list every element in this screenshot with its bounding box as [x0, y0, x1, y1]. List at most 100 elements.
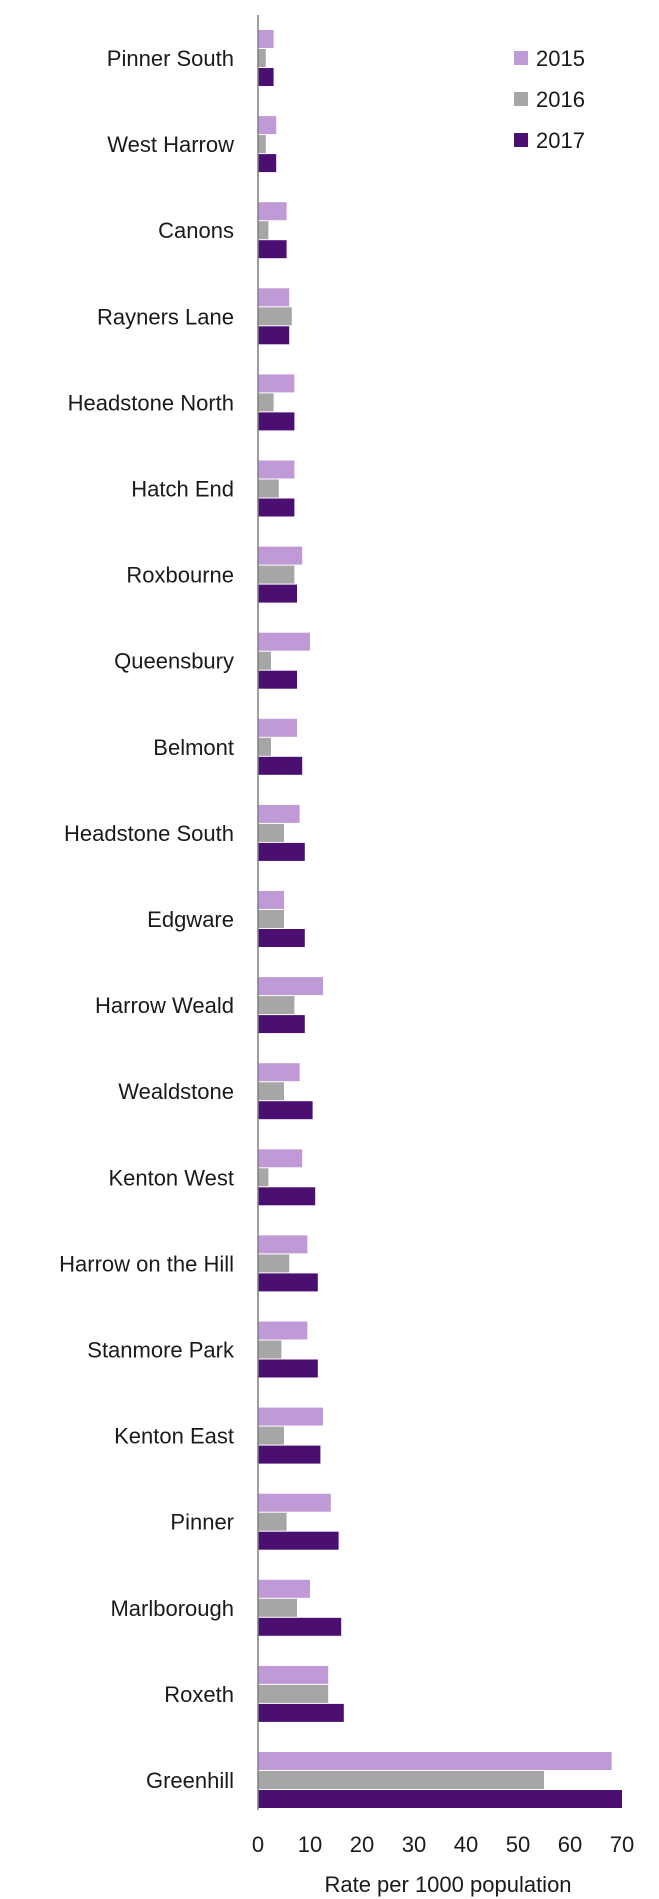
category-label-headstone-south: Headstone South [64, 821, 234, 846]
bar-headstone-south-2015 [258, 804, 300, 823]
category-label-roxbourne: Roxbourne [126, 563, 234, 588]
category-label-roxeth: Roxeth [164, 1682, 234, 1707]
category-label-kenton-west: Kenton West [108, 1165, 234, 1190]
category-label-canons: Canons [158, 218, 234, 243]
bar-roxeth-2015 [258, 1665, 329, 1684]
bar-wealdstone-2015 [258, 1063, 300, 1082]
bar-canons-2016 [258, 221, 269, 240]
bar-rayners-lane-2016 [258, 307, 292, 326]
category-label-rayners-lane: Rayners Lane [97, 304, 234, 329]
bar-queensbury-2017 [258, 670, 297, 689]
bar-marlborough-2016 [258, 1598, 297, 1617]
category-label-west-harrow: West Harrow [107, 132, 234, 157]
bar-kenton-west-2015 [258, 1149, 303, 1168]
category-label-kenton-east: Kenton East [114, 1424, 234, 1449]
bar-kenton-east-2016 [258, 1426, 284, 1445]
legend-label-2016: 2016 [536, 87, 585, 112]
legend-swatch-2016 [514, 92, 528, 106]
bar-belmont-2017 [258, 756, 303, 775]
bar-edgware-2017 [258, 929, 305, 947]
x-tick-label-40: 40 [454, 1832, 478, 1857]
category-label-harrow-weald: Harrow Weald [95, 993, 234, 1018]
category-label-pinner-south: Pinner South [107, 46, 234, 71]
bar-hatch-end-2017 [258, 498, 295, 517]
bar-canons-2015 [258, 202, 287, 221]
x-tick-label-50: 50 [506, 1832, 530, 1857]
x-axis-title: Rate per 1000 population [324, 1872, 571, 1897]
bar-headstone-south-2017 [258, 842, 305, 861]
legend: 2015 2016 2017 [514, 46, 585, 153]
x-tick-label-10: 10 [298, 1832, 322, 1857]
bar-rayners-lane-2017 [258, 326, 290, 345]
bar-stanmore-park-2017 [258, 1359, 318, 1378]
bar-headstone-north-2016 [258, 393, 274, 412]
bar-stanmore-park-2015 [258, 1321, 308, 1340]
bar-roxeth-2017 [258, 1703, 344, 1722]
bar-pinner-south-2016 [258, 49, 266, 67]
bar-canons-2017 [258, 240, 287, 259]
x-tick-label-0: 0 [252, 1832, 264, 1857]
bar-headstone-south-2016 [258, 823, 284, 842]
category-label-hatch-end: Hatch End [131, 477, 234, 502]
bar-harrow-weald-2017 [258, 1015, 305, 1034]
bar-roxbourne-2015 [258, 546, 303, 565]
category-label-stanmore-park: Stanmore Park [87, 1338, 235, 1363]
bar-belmont-2016 [258, 737, 271, 756]
bar-edgware-2015 [258, 891, 284, 909]
bar-harrow-on-the-hill-2015 [258, 1235, 308, 1254]
bar-greenhill-2015 [258, 1752, 612, 1770]
legend-swatch-2017 [514, 133, 528, 147]
x-tick-label-60: 60 [558, 1832, 582, 1857]
bar-marlborough-2017 [258, 1617, 342, 1636]
bar-greenhill-2017 [258, 1790, 622, 1808]
bar-pinner-south-2017 [258, 68, 274, 86]
bar-harrow-weald-2016 [258, 996, 295, 1015]
bar-queensbury-2016 [258, 651, 271, 670]
bar-roxbourne-2016 [258, 565, 295, 584]
bars-group [258, 30, 622, 1808]
category-label-edgware: Edgware [147, 907, 234, 932]
bar-headstone-north-2017 [258, 412, 295, 431]
bar-belmont-2015 [258, 718, 297, 737]
bar-wealdstone-2016 [258, 1082, 284, 1101]
category-label-wealdstone: Wealdstone [118, 1079, 234, 1104]
bar-hatch-end-2015 [258, 460, 295, 479]
x-tick-labels: 0 10 20 30 40 50 60 70 [252, 1832, 634, 1857]
x-tick-label-20: 20 [350, 1832, 374, 1857]
bar-kenton-east-2017 [258, 1445, 321, 1464]
legend-label-2017: 2017 [536, 128, 585, 153]
bar-headstone-north-2015 [258, 374, 295, 393]
bar-west-harrow-2015 [258, 116, 277, 135]
category-label-greenhill: Greenhill [146, 1768, 234, 1793]
bar-roxbourne-2017 [258, 584, 297, 603]
bar-stanmore-park-2016 [258, 1340, 282, 1359]
bar-kenton-west-2016 [258, 1168, 269, 1187]
x-tick-label-30: 30 [402, 1832, 426, 1857]
category-label-queensbury: Queensbury [114, 649, 234, 674]
legend-label-2015: 2015 [536, 46, 585, 71]
bar-harrow-on-the-hill-2016 [258, 1254, 290, 1273]
bar-harrow-weald-2015 [258, 977, 323, 996]
category-label-marlborough: Marlborough [110, 1596, 234, 1621]
category-label-pinner: Pinner [170, 1510, 234, 1535]
legend-swatch-2015 [514, 51, 528, 65]
bar-pinner-2016 [258, 1512, 287, 1531]
bar-hatch-end-2016 [258, 479, 279, 498]
bar-edgware-2016 [258, 910, 284, 928]
bar-wealdstone-2017 [258, 1101, 313, 1120]
bar-harrow-on-the-hill-2017 [258, 1273, 318, 1292]
bar-marlborough-2015 [258, 1579, 310, 1598]
category-label-belmont: Belmont [153, 735, 234, 760]
bar-rayners-lane-2015 [258, 288, 290, 307]
x-tick-label-70: 70 [610, 1832, 634, 1857]
bar-roxeth-2016 [258, 1684, 329, 1703]
bar-west-harrow-2017 [258, 154, 277, 173]
category-labels: Pinner South West Harrow Canons Rayners Lan… [59, 46, 235, 1793]
bar-west-harrow-2016 [258, 135, 266, 154]
bar-kenton-west-2017 [258, 1187, 316, 1206]
bar-pinner-2015 [258, 1493, 331, 1512]
bar-greenhill-2016 [258, 1771, 544, 1789]
bar-queensbury-2015 [258, 632, 310, 651]
category-label-headstone-north: Headstone North [68, 390, 234, 415]
